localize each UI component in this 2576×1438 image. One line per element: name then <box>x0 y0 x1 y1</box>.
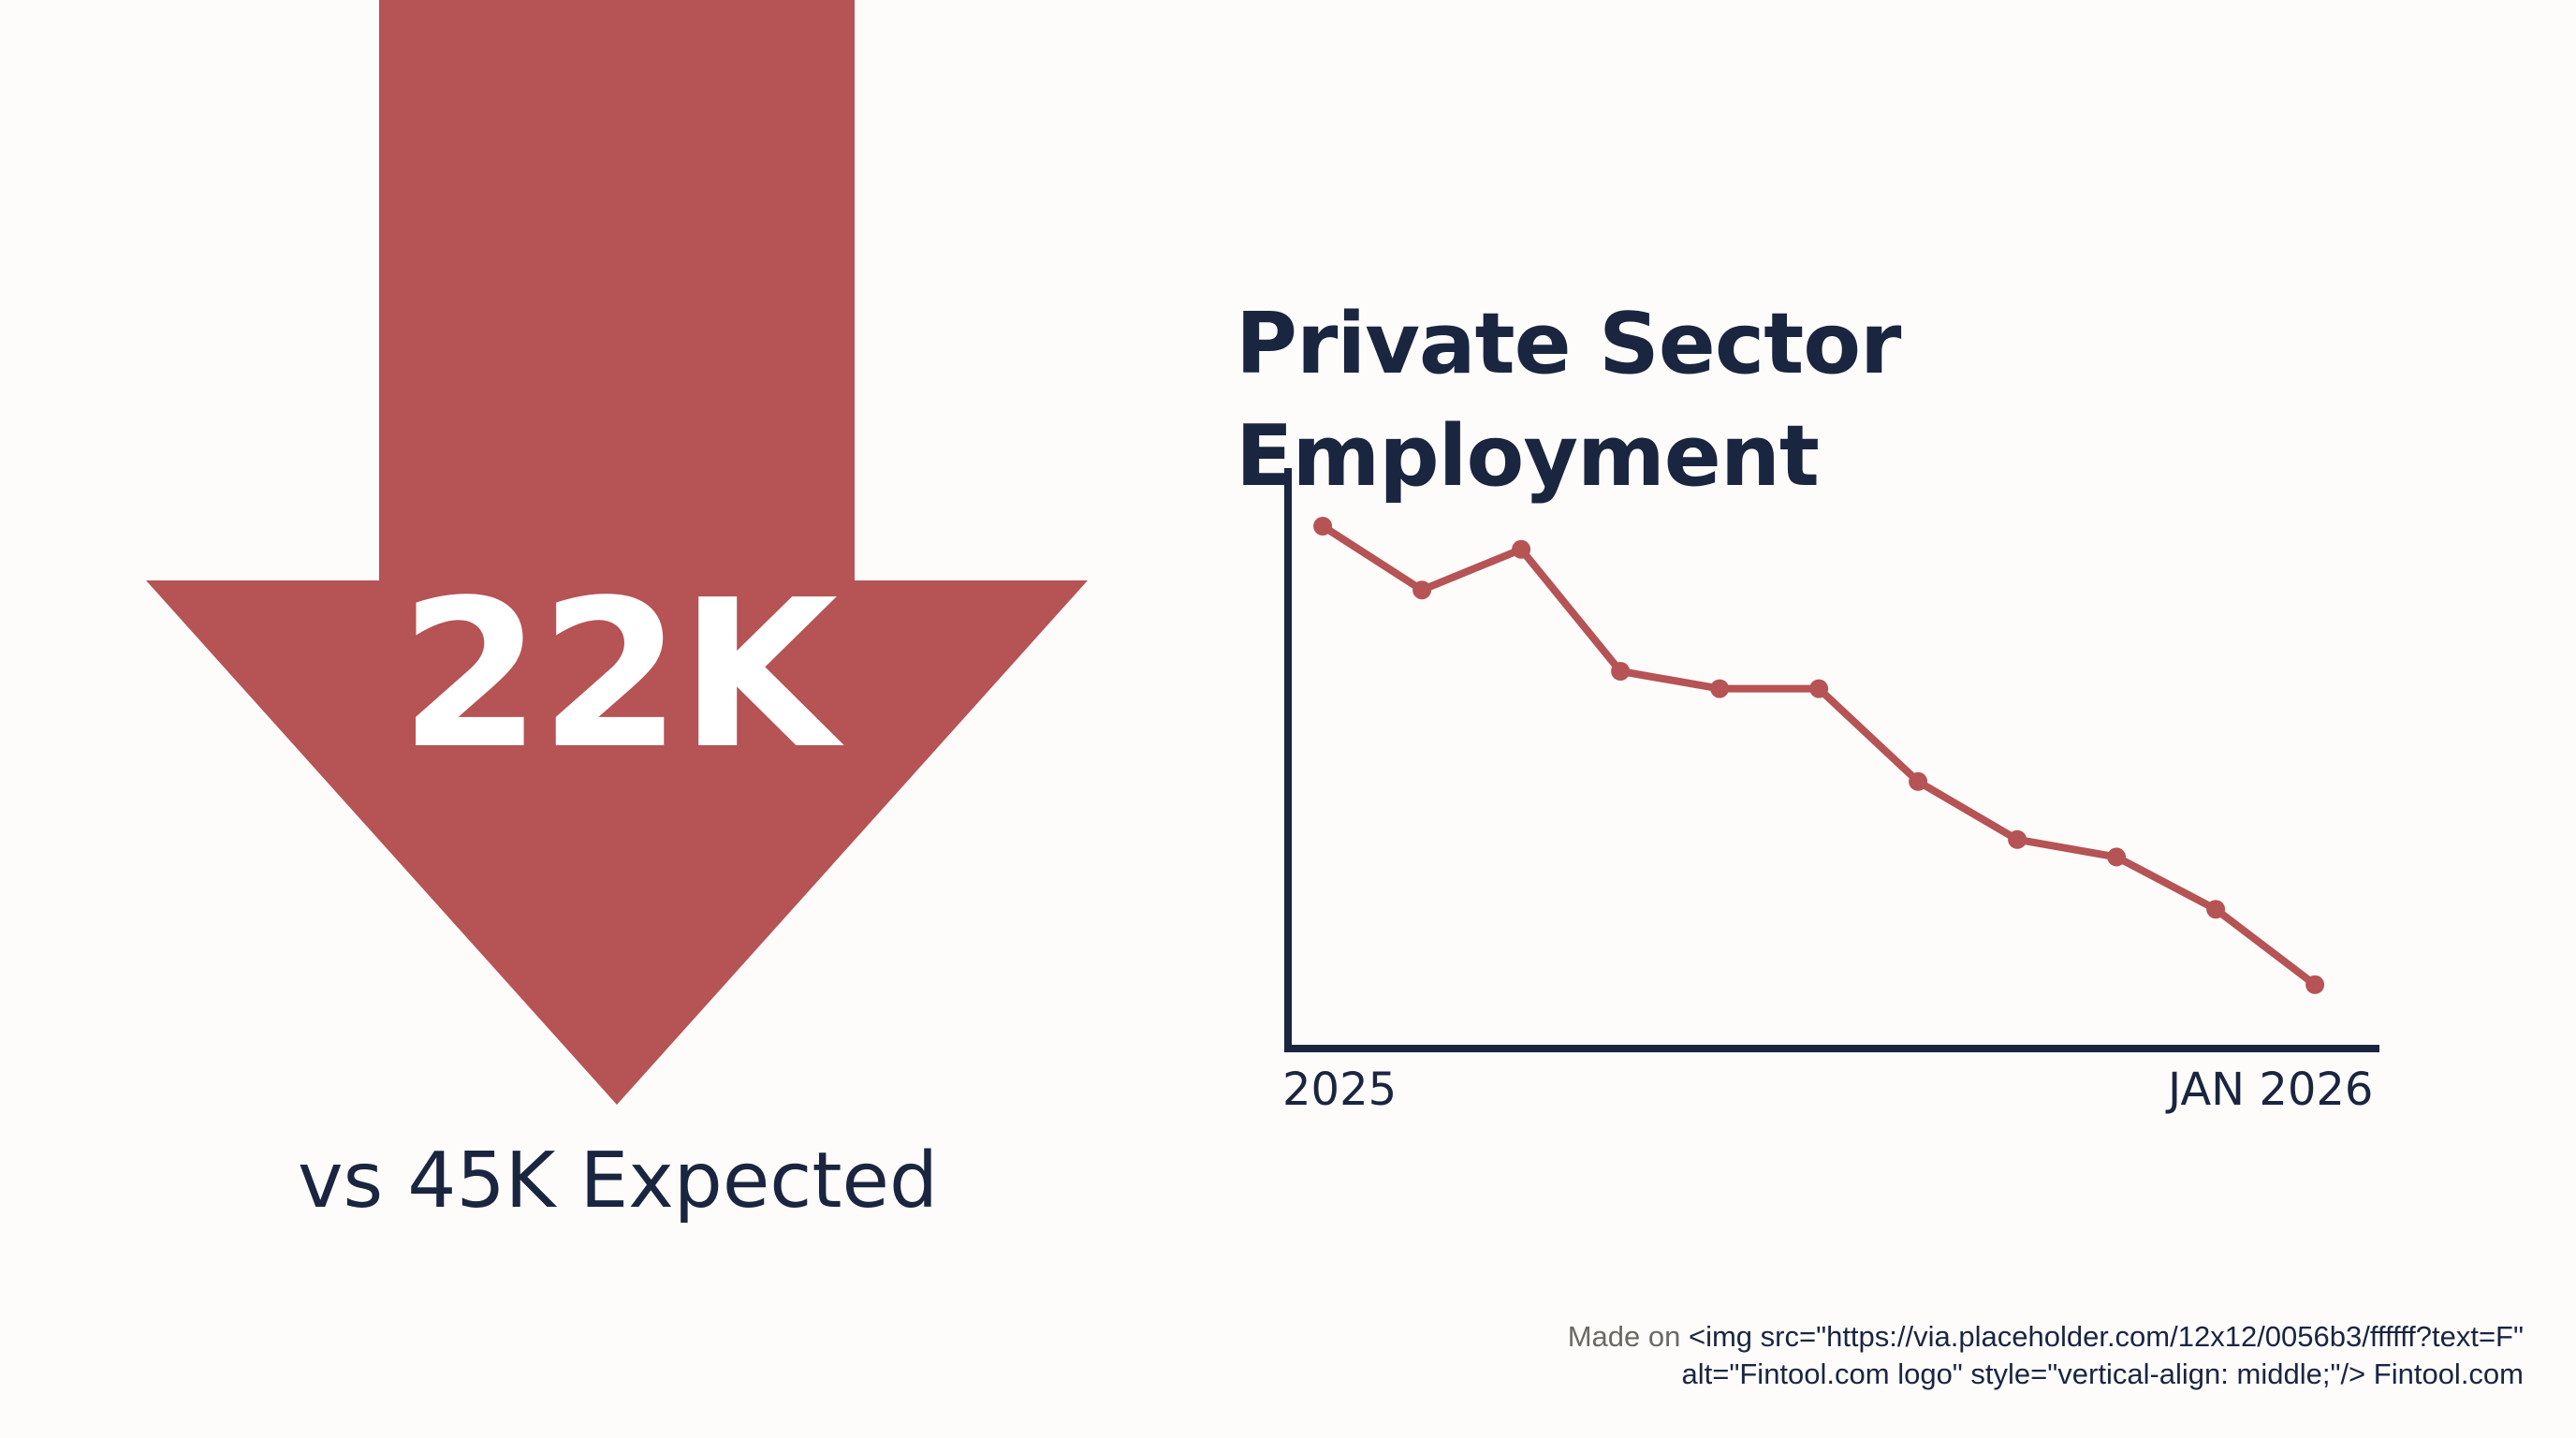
data-point <box>2008 829 2027 849</box>
data-point <box>2305 975 2325 994</box>
footer-credit: Made on <img src="https://via.placeholde… <box>1400 1318 2524 1393</box>
x-tick-label-end: JAN 2026 <box>2168 1064 2374 1116</box>
data-point <box>1412 580 1432 600</box>
footer-prefix: Made on <box>1567 1320 1681 1353</box>
chart-axes <box>1284 468 2379 1052</box>
footer-text-1: <img src="https://via.placeholder.com/12… <box>1688 1320 2524 1353</box>
down-arrow-shape <box>146 0 1088 1105</box>
headline-comparison: vs 45K Expected <box>297 1137 939 1225</box>
data-point <box>1512 539 1531 559</box>
headline-value: 22K <box>399 557 838 794</box>
data-point <box>1809 679 1829 698</box>
down-arrow-icon <box>146 0 1088 1105</box>
x-tick-label-start: 2025 <box>1282 1064 1398 1116</box>
data-point <box>2107 847 2127 867</box>
footer-line-1: Made on <img src="https://via.placeholde… <box>1400 1318 2524 1356</box>
data-point <box>1313 517 1333 536</box>
data-point <box>1909 771 1928 791</box>
data-point <box>2206 900 2226 919</box>
data-point <box>1710 679 1730 698</box>
footer-line-2: alt="Fintool.com logo" style="vertical-a… <box>1681 1357 2524 1390</box>
series-line <box>1319 522 2320 989</box>
data-point <box>1611 662 1631 681</box>
chart-title: Private Sector Employment <box>1236 295 1901 506</box>
chart-series <box>1313 517 2325 994</box>
